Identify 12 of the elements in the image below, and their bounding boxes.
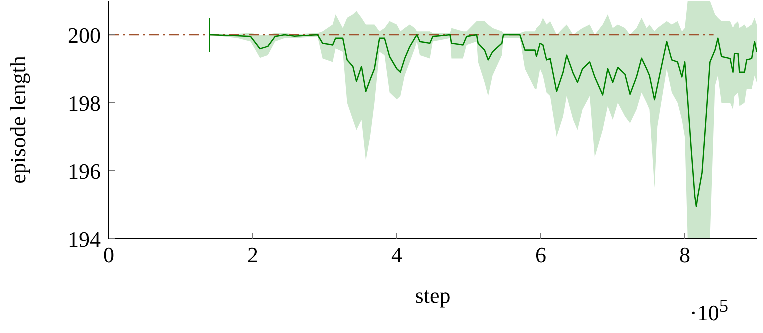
text: ·10$^{5}$ <box>690 296 728 326</box>
x-tick-label: 8 <box>680 242 690 268</box>
y-axis-title: episode length <box>6 56 30 184</box>
x-tick-label: 0 <box>104 242 114 268</box>
x-tick-label: 2 <box>248 242 258 268</box>
y-tick-label: 200 <box>68 22 101 48</box>
y-tick-label: 196 <box>68 158 101 184</box>
x-tick-label: 6 <box>536 242 546 268</box>
y-tick-label: 198 <box>68 90 101 116</box>
x-tick-label: 4 <box>392 242 402 268</box>
y-tick-label: 194 <box>68 226 101 252</box>
x-axis-title: step <box>415 283 451 308</box>
